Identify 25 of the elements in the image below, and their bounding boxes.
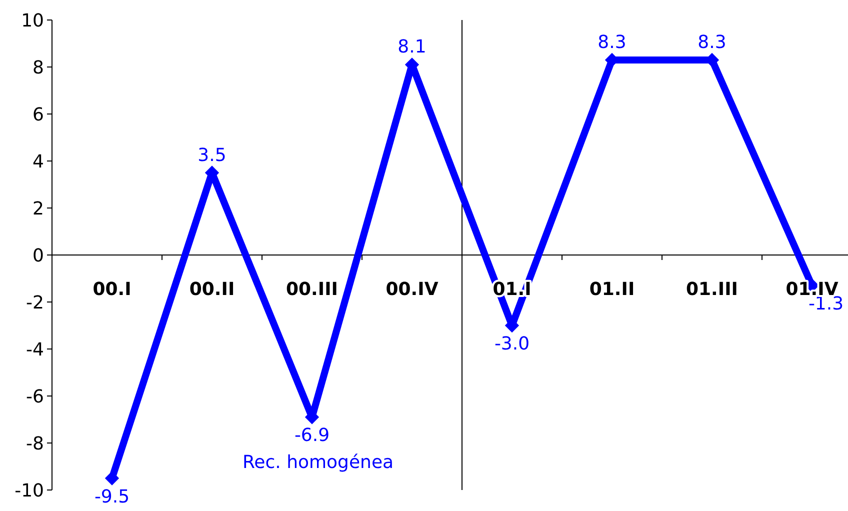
y-tick-label: 8	[32, 57, 44, 78]
x-tick-label: 00.IV	[386, 279, 438, 300]
y-tick-label: -4	[26, 339, 44, 360]
text: Rec. homogénea	[242, 452, 394, 473]
x-tick-label: 00.III	[286, 279, 338, 300]
data-label: 3.5	[198, 144, 226, 166]
y-tick-label: 2	[32, 198, 44, 220]
y-tick-label: 0	[32, 245, 44, 266]
data-label: -9.5	[94, 486, 130, 508]
data-label: 8.3	[598, 32, 626, 53]
y-tick-label: -2	[26, 292, 44, 314]
y-tick-label: -10	[14, 480, 44, 502]
data-label: 8.3	[698, 32, 726, 53]
x-tick-label: 00.I	[92, 279, 132, 300]
y-tick-label: 10	[21, 10, 44, 32]
y-tick-label: -6	[26, 386, 44, 408]
y-tick-label: -8	[26, 433, 44, 454]
x-tick-label: 01.II	[589, 279, 635, 300]
x-tick-label: 01.III	[686, 279, 738, 300]
y-tick-label: 4	[32, 151, 44, 172]
data-label: -6.9	[294, 425, 330, 446]
y-tick-label: 6	[32, 104, 44, 126]
data-label: -3.0	[494, 334, 530, 354]
x-tick-label: 00.II	[189, 279, 235, 300]
data-label: 8.1	[398, 36, 426, 58]
